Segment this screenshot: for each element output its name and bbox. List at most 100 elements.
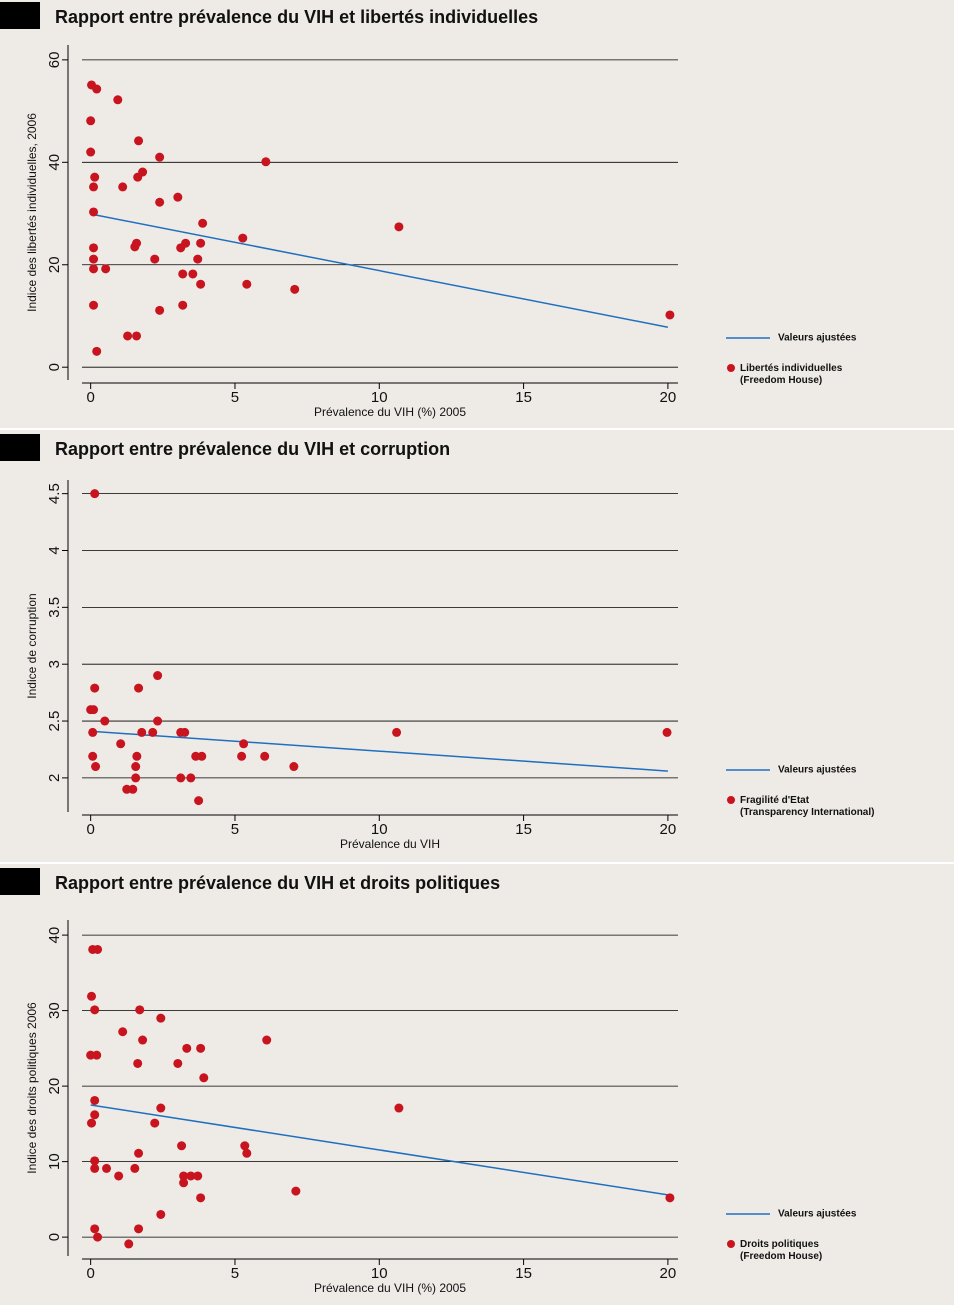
point — [114, 1171, 124, 1181]
point — [90, 1224, 100, 1234]
point — [90, 1095, 100, 1105]
x-axis-title: Prévalence du VIH (%) 2005 — [314, 405, 466, 419]
point — [196, 279, 206, 289]
point — [134, 136, 144, 146]
point — [197, 751, 207, 761]
x-axis-title: Prévalence du VIH — [340, 837, 440, 851]
y-tick-label: 20 — [46, 1078, 63, 1095]
y-tick-label: 4.5 — [46, 483, 63, 504]
point — [134, 1148, 144, 1158]
point — [133, 172, 143, 182]
point — [665, 1193, 675, 1203]
point — [88, 727, 98, 737]
point — [102, 1163, 112, 1173]
y-tick-label: 3.5 — [46, 597, 63, 618]
legend-label: Fragilité d'Etat (Transparency Internatio… — [740, 795, 874, 818]
point — [131, 762, 141, 772]
point — [118, 182, 128, 192]
point — [150, 254, 160, 264]
title-marker — [0, 434, 40, 461]
x-tick-label: 15 — [515, 389, 532, 406]
point — [90, 1163, 100, 1173]
point — [194, 796, 204, 806]
point — [199, 1073, 209, 1083]
x-tick-label: 15 — [515, 1265, 532, 1282]
point — [186, 773, 196, 783]
point — [392, 727, 402, 737]
legend-dot — [727, 364, 735, 372]
x-tick-label: 10 — [371, 821, 388, 838]
y-tick-label: 3 — [46, 660, 63, 668]
legend-label: Valeurs ajustées — [778, 333, 857, 344]
legend-label: Valeurs ajustées — [778, 765, 857, 776]
point — [130, 242, 140, 252]
point — [89, 264, 99, 274]
point — [188, 269, 198, 279]
point — [186, 1171, 196, 1181]
point — [89, 300, 99, 310]
point — [240, 1141, 250, 1151]
point — [196, 1193, 206, 1203]
point — [90, 172, 100, 182]
point — [176, 773, 186, 783]
point — [90, 1005, 100, 1015]
panel — [0, 430, 954, 862]
legend-label: Valeurs ajustées — [778, 1209, 857, 1220]
x-tick-label: 20 — [660, 389, 677, 406]
point — [89, 182, 99, 192]
point — [156, 1209, 166, 1219]
point — [89, 254, 99, 264]
point — [238, 233, 248, 243]
x-tick-label: 5 — [231, 389, 239, 406]
y-tick-label: 20 — [46, 256, 63, 273]
point — [156, 1103, 166, 1113]
point — [156, 1013, 166, 1023]
point — [92, 346, 102, 356]
point — [92, 84, 102, 94]
x-tick-label: 5 — [231, 1265, 239, 1282]
point — [196, 238, 206, 248]
y-tick-label: 40 — [46, 927, 63, 944]
panel — [0, 0, 954, 428]
point — [134, 1224, 144, 1234]
point — [137, 727, 147, 737]
fit-line — [90, 1104, 669, 1196]
point — [662, 727, 672, 737]
point — [155, 197, 165, 207]
point — [148, 727, 158, 737]
y-axis-title: Indice des droits politiques 2006 — [25, 1002, 39, 1174]
y-tick-label: 0 — [46, 363, 63, 371]
fit-line — [90, 730, 668, 772]
point — [92, 1050, 102, 1060]
point — [91, 762, 101, 772]
point — [153, 671, 163, 681]
point — [89, 243, 99, 253]
point — [290, 284, 300, 294]
point — [289, 762, 299, 772]
chart-title: Rapport entre prévalence du VIH et liber… — [55, 7, 538, 27]
point — [135, 1005, 145, 1015]
point — [155, 305, 165, 315]
point — [90, 683, 100, 693]
legend-label: Libertés individuelles (Freedom House) — [740, 363, 843, 386]
point — [198, 218, 208, 228]
x-axis-title: Prévalence du VIH (%) 2005 — [314, 1281, 466, 1295]
x-tick-label: 0 — [86, 389, 94, 406]
x-tick-label: 10 — [371, 389, 388, 406]
point — [93, 944, 103, 954]
point — [153, 716, 163, 726]
point — [260, 751, 270, 761]
point — [237, 751, 247, 761]
point — [113, 95, 123, 105]
point — [177, 1141, 187, 1151]
point — [193, 254, 203, 264]
y-tick-label: 4 — [46, 546, 63, 554]
x-tick-label: 0 — [86, 1265, 94, 1282]
point — [86, 116, 96, 126]
x-tick-label: 15 — [515, 821, 532, 838]
point — [178, 300, 188, 310]
x-tick-label: 5 — [231, 821, 239, 838]
point — [261, 157, 271, 167]
